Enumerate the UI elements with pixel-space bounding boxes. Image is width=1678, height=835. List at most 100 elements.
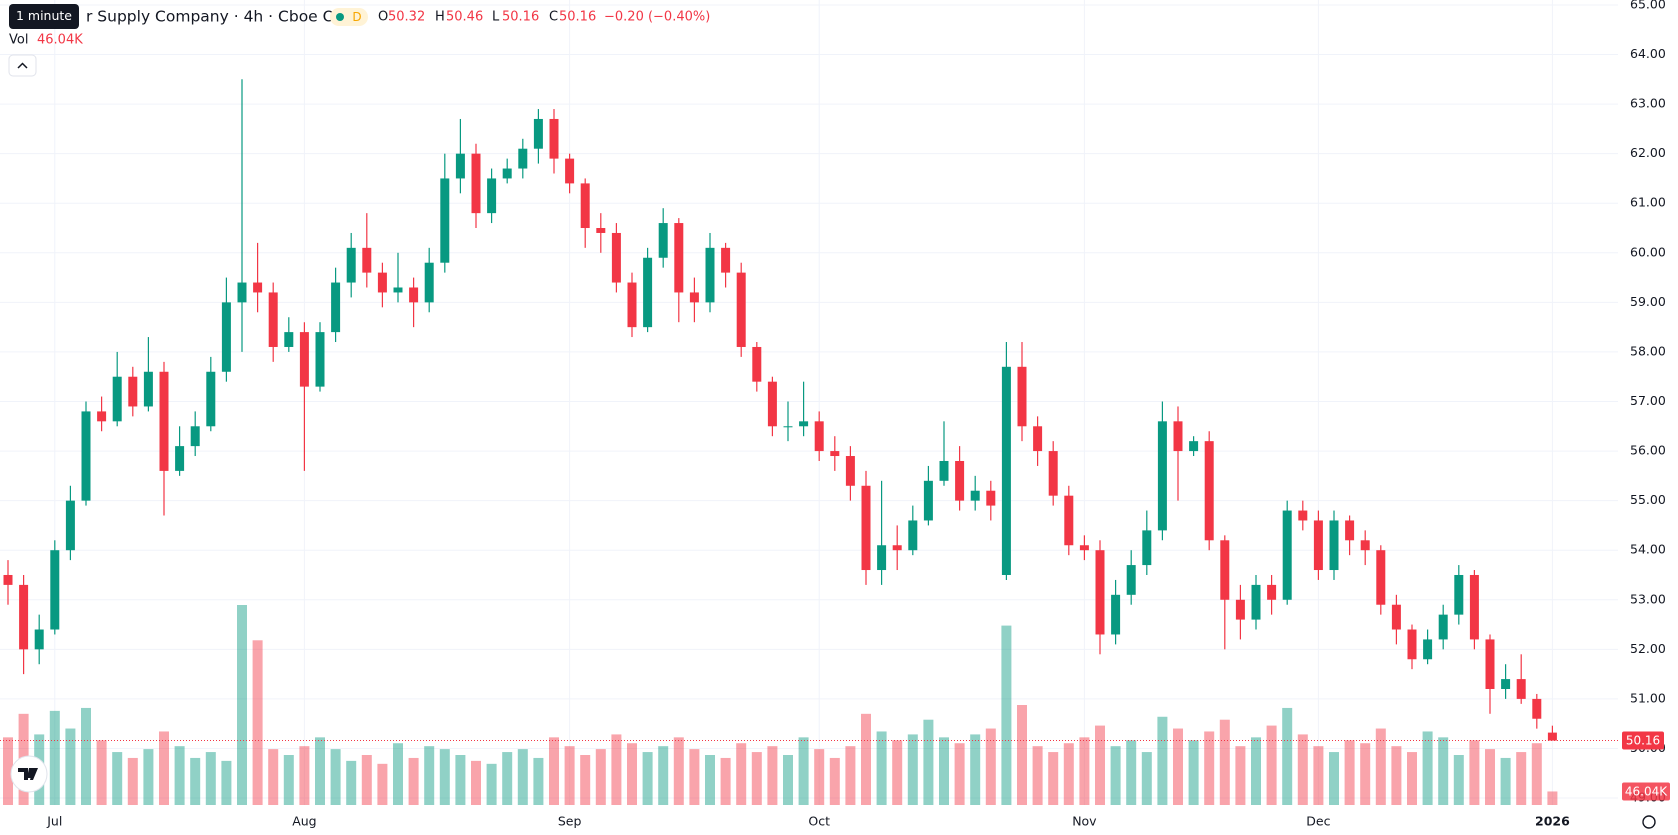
volume-bar [1438,737,1449,805]
volume-bar [1251,737,1261,805]
candle-body [1251,584,1261,620]
candle-body [1173,421,1183,452]
status-pill[interactable] [330,8,368,26]
status-dot [336,13,344,21]
x-tick-label: Nov [1072,814,1097,829]
candle-body [1204,441,1214,541]
candle-body [1235,599,1245,620]
volume-bar [439,749,450,805]
volume-bar [845,746,856,805]
candle-body [112,376,122,422]
candle-body [533,118,543,149]
volume-bar [907,734,918,805]
last-price-badge [1622,731,1664,750]
candle-body [299,332,309,387]
volume-bar [751,752,762,805]
candle-body [1454,574,1464,615]
volume-bar [611,734,622,805]
volume-bar [1485,749,1495,805]
candle-body [721,247,731,273]
y-tick-label: 52.00 [1630,641,1666,656]
volume-bar [1375,728,1386,805]
candle-body [783,426,793,428]
volume-bar [315,737,325,805]
candle-body [1111,594,1121,635]
ohlc-value: 50.16 [502,10,539,25]
candle-body [268,292,278,347]
settings-icon[interactable] [1642,815,1656,829]
candle-body [923,480,933,521]
candle-body [1126,565,1136,595]
volume-bar [299,746,310,805]
volume-bar [1516,752,1527,805]
candle-body [1547,732,1557,741]
candle-body [1298,510,1308,521]
volume-bar [1422,731,1433,805]
volume-bar [673,737,684,805]
volume-bar [393,743,403,805]
y-tick-label: 58.00 [1630,343,1666,358]
candle-body [643,257,653,328]
y-tick-label: 53.00 [1630,591,1666,606]
candle-body [1142,530,1152,566]
ohlc-legend: O 50.32 H 50.46 L 50.16 C 50.16 −0.20 (−0.40%) [378,10,710,25]
logo-mark [18,768,38,780]
volume-bar [1141,752,1152,805]
volume-bar [205,752,216,805]
volume-bar [1063,743,1074,805]
y-tick-label: 62.00 [1630,145,1666,160]
ohlc-letter: O [378,10,388,25]
candle-body [362,247,372,273]
volume-bar [1095,725,1105,805]
volume-bar [689,749,700,805]
volume-bar [720,757,731,805]
last-price-text: 50.16 [1626,734,1660,748]
volume-bar [627,743,637,805]
candle-body [284,332,294,347]
volume-bar [876,731,887,805]
volume-bar [517,749,528,805]
candle-body [3,574,13,585]
price-axis-labels: 49.0050.0051.0052.0053.0054.0055.0056.00… [1630,0,1666,805]
volume-bar [1469,740,1480,805]
candle-body [128,376,138,407]
volume-bar [65,728,76,805]
candle-body [908,520,918,551]
candle-body [752,346,762,382]
candle-body [1407,629,1417,660]
candle-body [1267,584,1277,600]
volume-bar [1173,728,1183,805]
candle-body [19,584,29,650]
volume-bar [1126,740,1137,805]
x-tick-label: Sep [558,814,582,829]
volume-bar [1329,752,1339,805]
candle-body [986,490,996,506]
candle-body [1095,550,1105,635]
time-axis: Jul Aug Sep Oct Nov Dec 2026 [46,814,1570,829]
candle-body [705,247,715,303]
ohlc-change: −0.20 (−0.40%) [604,10,710,25]
candles [3,79,1557,741]
candle-body [1048,451,1058,496]
y-tick-label: 61.00 [1630,195,1666,210]
candle-body [861,485,871,571]
x-tick-label: Jul [46,814,62,829]
volume-bar [377,763,388,805]
candle-body [65,500,75,551]
volume-bar [1531,743,1542,805]
collapse-button[interactable] [8,54,37,77]
volume-bar [1297,734,1308,805]
volume-bar [455,755,466,805]
candle-body [221,302,231,372]
candle-body [549,118,559,159]
symbol-title[interactable]: r Supply Company · 4h · Cboe One [86,8,354,26]
y-tick-label: 55.00 [1630,492,1666,507]
volume-label: Vol [9,33,28,48]
candle-body [1360,540,1370,551]
candle-body [81,411,91,501]
volume-bar [642,752,653,805]
volume-bar [892,740,903,805]
volume-bar [580,755,591,805]
candle-body [674,223,684,293]
